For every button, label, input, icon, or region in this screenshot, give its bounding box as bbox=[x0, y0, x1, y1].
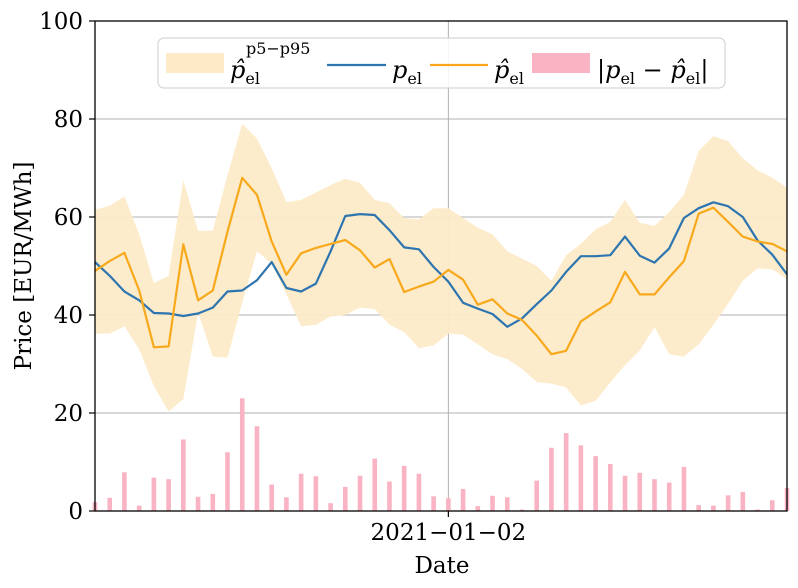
legend-actual-label: pel bbox=[392, 56, 422, 88]
legend-band-label: p̂elp5−p95 bbox=[230, 39, 310, 88]
error-bar bbox=[446, 498, 451, 511]
error-bar bbox=[357, 475, 363, 511]
legend-forecast-label: p̂el bbox=[494, 56, 524, 88]
error-bar bbox=[298, 473, 304, 511]
y-tick-label: 80 bbox=[54, 107, 83, 133]
y-tick-label: 60 bbox=[54, 205, 83, 231]
axes-frame bbox=[94, 20, 788, 512]
error-bar bbox=[504, 497, 510, 511]
error-bar bbox=[490, 495, 495, 511]
error-bars bbox=[92, 398, 790, 511]
legend-error-label: |pel − p̂el| bbox=[597, 56, 708, 88]
error-bar bbox=[593, 456, 598, 511]
legend-error-swatch bbox=[532, 53, 590, 73]
error-bar bbox=[225, 452, 230, 511]
error-bar bbox=[740, 491, 746, 511]
legend: p̂elp5−p95 pel p̂el |pel − p̂el| bbox=[157, 37, 726, 89]
error-bar bbox=[107, 497, 113, 511]
error-bar bbox=[578, 445, 584, 511]
y-tick-label: 40 bbox=[54, 303, 83, 329]
error-bar bbox=[652, 479, 657, 511]
error-bar bbox=[239, 398, 245, 511]
series-lines bbox=[94, 176, 788, 356]
error-bar bbox=[181, 439, 186, 511]
error-bar bbox=[696, 505, 701, 511]
x-axis-label: Date bbox=[414, 553, 469, 579]
error-bar bbox=[210, 493, 216, 511]
error-bar bbox=[166, 479, 171, 511]
error-bar bbox=[416, 473, 422, 511]
error-bar bbox=[460, 488, 466, 511]
plot-frame bbox=[94, 20, 788, 512]
forecast-price-line bbox=[94, 176, 788, 356]
error-bar bbox=[401, 465, 407, 511]
error-bar bbox=[342, 486, 348, 511]
p5-p95-area bbox=[95, 123, 787, 412]
error-bar bbox=[254, 426, 260, 511]
error-bar bbox=[372, 458, 378, 511]
error-bar bbox=[549, 447, 554, 511]
y-tick-label: 0 bbox=[68, 499, 83, 525]
error-bar bbox=[622, 475, 628, 511]
error-bar bbox=[431, 496, 436, 511]
p5-p95-band bbox=[95, 123, 787, 412]
error-bar bbox=[637, 472, 643, 511]
error-bar bbox=[313, 476, 319, 511]
error-bar bbox=[608, 463, 613, 511]
error-bar bbox=[711, 505, 716, 511]
legend-band-swatch bbox=[166, 53, 224, 73]
x-tick-label: 2021−01−02 bbox=[371, 520, 527, 546]
y-tick-label: 20 bbox=[54, 401, 83, 427]
error-bar bbox=[269, 484, 274, 511]
error-bar bbox=[195, 496, 201, 511]
error-bar bbox=[681, 466, 687, 511]
error-bar bbox=[563, 433, 569, 511]
error-bar bbox=[387, 481, 392, 511]
error-bar bbox=[136, 505, 142, 511]
error-bar bbox=[151, 477, 157, 511]
legend-box bbox=[157, 37, 726, 89]
error-bar bbox=[284, 497, 289, 511]
error-bar bbox=[666, 482, 672, 511]
actual-price-line bbox=[94, 201, 788, 328]
error-bar bbox=[725, 495, 731, 511]
error-bar bbox=[122, 472, 127, 511]
error-bar bbox=[328, 503, 333, 511]
y-tick-labels: 0 20 40 60 80 100 bbox=[39, 9, 95, 525]
error-bar bbox=[534, 480, 540, 511]
error-bar bbox=[475, 506, 481, 511]
x-tick-labels: 2021−01−02 bbox=[371, 511, 527, 546]
y-tick-label: 100 bbox=[39, 9, 83, 35]
error-bar bbox=[519, 509, 525, 511]
y-axis-label: Price [EUR/MWh] bbox=[11, 162, 37, 371]
error-bar bbox=[769, 500, 775, 511]
error-bar bbox=[755, 509, 760, 511]
